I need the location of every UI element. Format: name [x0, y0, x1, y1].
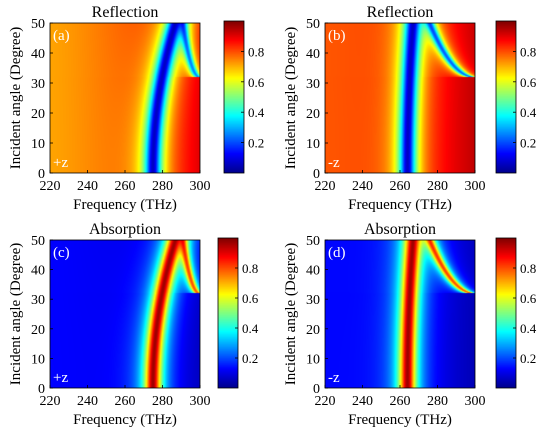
colorbar: [218, 238, 238, 388]
colorbar-tick-label: 0.2: [520, 136, 536, 151]
y-tick-label: 10: [31, 352, 45, 367]
x-tick-label: 240: [77, 179, 98, 194]
y-tick-label: 20: [31, 323, 45, 338]
panel-3: Absorption (d) -z 220 240 260 280 300 0 10 20 30 40 5…: [283, 221, 537, 428]
y-tick-label: 50: [306, 234, 320, 249]
y-axis-label: Incident angle (Degree): [283, 27, 299, 169]
heatmap-image: [325, 240, 475, 388]
x-tick-label: 240: [352, 394, 373, 409]
x-tick-label: 300: [465, 179, 486, 194]
colorbar-tick-label: 0.8: [248, 44, 264, 59]
y-tick-label: 30: [31, 293, 45, 308]
y-axis-label: Incident angle (Degree): [283, 243, 299, 385]
colorbar-tick-label: 0.4: [520, 321, 537, 336]
x-tick-label: 280: [427, 394, 448, 409]
x-tick-label: 220: [315, 394, 336, 409]
panel-label: (c): [53, 245, 70, 261]
y-tick-label: 40: [306, 264, 320, 279]
colorbar-frame: [495, 237, 517, 389]
y-tick-label: 40: [31, 47, 45, 62]
colorbar-frame: [217, 237, 239, 389]
y-tick-label: 50: [31, 17, 45, 32]
x-tick-label: 280: [152, 179, 173, 194]
y-tick-label: 20: [306, 323, 320, 338]
y-tick-label: 10: [306, 137, 320, 152]
heatmap-image: [325, 23, 475, 173]
x-tick-label: 240: [77, 394, 98, 409]
y-tick-label: 40: [306, 47, 320, 62]
colorbar-tick-label: 0.6: [520, 75, 537, 90]
colorbar-tick-label: 0.8: [242, 261, 258, 276]
y-tick-label: 0: [313, 382, 320, 397]
heatmap-image: [50, 23, 200, 173]
x-tick-label: 280: [427, 179, 448, 194]
x-tick-label: 280: [152, 394, 173, 409]
x-axis-label: Frequency (THz): [348, 412, 452, 428]
colorbar-tick-label: 0.6: [242, 291, 259, 306]
x-tick-label: 300: [190, 179, 211, 194]
y-tick-label: 50: [306, 17, 320, 32]
y-tick-label: 0: [38, 382, 45, 397]
y-tick-label: 0: [313, 167, 320, 182]
heatmap-image: [50, 240, 200, 388]
y-tick-label: 10: [31, 137, 45, 152]
chart-title: Reflection: [92, 4, 159, 21]
colorbar-tick-label: 0.6: [520, 291, 537, 306]
chart-title: Absorption: [364, 221, 436, 238]
colorbar-frame: [495, 20, 517, 174]
direction-label: -z: [328, 370, 340, 386]
x-tick-label: 300: [190, 394, 211, 409]
panel-2: Absorption (c) +z 220 240 260 280 300 0 10 20 30 40 5…: [8, 221, 259, 428]
y-tick-label: 30: [31, 77, 45, 92]
y-tick-label: 0: [38, 167, 45, 182]
panel-label: (a): [53, 28, 70, 44]
colorbar: [496, 238, 516, 388]
x-tick-label: 300: [465, 394, 486, 409]
x-tick-label: 240: [352, 179, 373, 194]
y-tick-label: 30: [306, 77, 320, 92]
panel-label: (d): [328, 245, 346, 261]
y-tick-label: 20: [306, 107, 320, 122]
colorbar-tick-label: 0.2: [242, 351, 258, 366]
colorbar-tick-label: 0.2: [248, 136, 264, 151]
colorbar-frame: [223, 20, 245, 174]
x-tick-label: 220: [40, 179, 61, 194]
panel-1: Reflection (b) -z 220 240 260 280 300 0 10 20 30 40 5…: [283, 4, 537, 213]
x-tick-label: 260: [115, 394, 136, 409]
x-tick-label: 260: [390, 394, 411, 409]
x-tick-label: 260: [115, 179, 136, 194]
y-tick-label: 10: [306, 352, 320, 367]
y-tick-label: 30: [306, 293, 320, 308]
panel-0: Reflection (a) +z 220 240 260 280 300 0 10 20 30 40 5…: [8, 4, 265, 213]
colorbar-tick-label: 0.4: [248, 105, 265, 120]
colorbar: [224, 21, 244, 173]
x-tick-label: 260: [390, 179, 411, 194]
colorbar: [496, 21, 516, 173]
direction-label: +z: [53, 155, 68, 171]
direction-label: -z: [328, 155, 340, 171]
x-axis-label: Frequency (THz): [73, 197, 177, 213]
y-axis-label: Incident angle (Degree): [8, 243, 24, 385]
x-axis-label: Frequency (THz): [73, 412, 177, 428]
colorbar-tick-label: 0.8: [520, 44, 536, 59]
y-axis-label: Incident angle (Degree): [8, 27, 24, 169]
y-tick-label: 40: [31, 264, 45, 279]
chart-title: Absorption: [89, 221, 161, 238]
x-axis-label: Frequency (THz): [348, 197, 452, 213]
colorbar-tick-label: 0.4: [520, 105, 537, 120]
y-tick-label: 20: [31, 107, 45, 122]
direction-label: +z: [53, 370, 68, 386]
x-tick-label: 220: [315, 179, 336, 194]
colorbar-tick-label: 0.8: [520, 261, 536, 276]
panel-label: (b): [328, 28, 346, 44]
x-tick-label: 220: [40, 394, 61, 409]
y-tick-label: 50: [31, 234, 45, 249]
colorbar-tick-label: 0.2: [520, 351, 536, 366]
colorbar-tick-label: 0.6: [248, 75, 265, 90]
chart-title: Reflection: [367, 4, 434, 21]
colorbar-tick-label: 0.4: [242, 321, 259, 336]
